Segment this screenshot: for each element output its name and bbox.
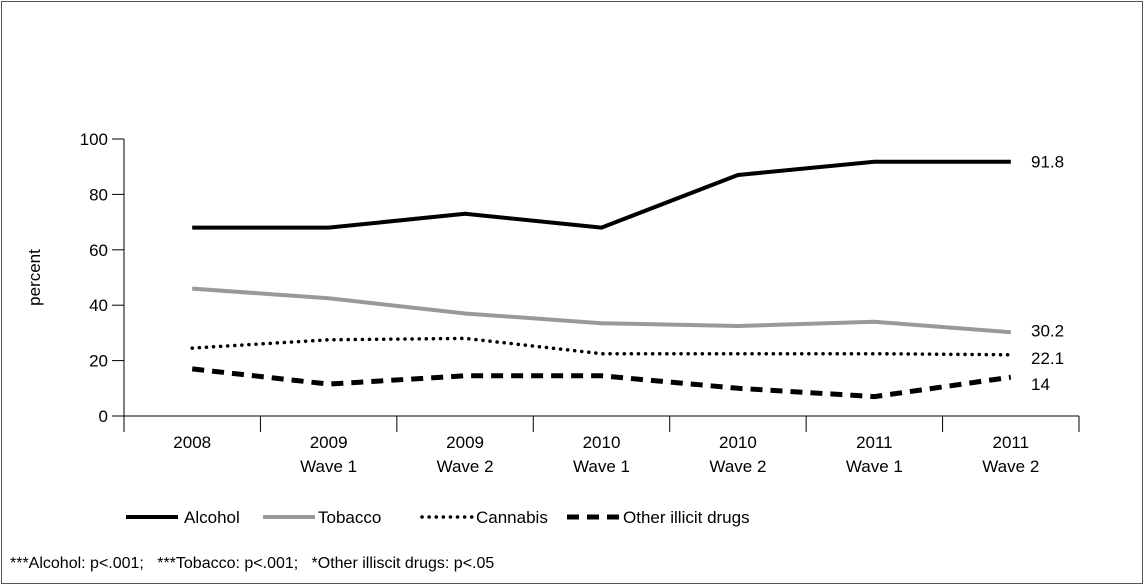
end-value-label: 30.2 bbox=[1031, 321, 1064, 340]
x-tick-label: Wave 1 bbox=[300, 457, 357, 476]
y-tick-label: 80 bbox=[89, 185, 108, 204]
x-tick-label: 2009 bbox=[310, 433, 348, 452]
y-tick-label: 20 bbox=[89, 352, 108, 371]
y-tick-label: 40 bbox=[89, 296, 108, 315]
x-tick-label: 2010 bbox=[583, 433, 621, 452]
y-tick-label: 60 bbox=[89, 241, 108, 260]
series-line-cannabis bbox=[190, 336, 1013, 357]
x-tick-label: 2009 bbox=[446, 433, 484, 452]
end-value-label: 22.1 bbox=[1031, 349, 1064, 368]
series-line-tobacco bbox=[192, 286, 1011, 335]
x-tick-label: Wave 1 bbox=[573, 457, 630, 476]
legend-label: Alcohol bbox=[184, 508, 240, 527]
legend-label: Tobacco bbox=[318, 508, 381, 527]
x-tick-label: 2011 bbox=[856, 433, 893, 452]
y-axis-label: percent bbox=[25, 249, 44, 306]
x-tick-label: 2011 bbox=[993, 433, 1030, 452]
series-line-other-illicit-drugs bbox=[191, 366, 1012, 400]
x-tick-label: Wave 2 bbox=[437, 457, 494, 476]
series-line-alcohol bbox=[192, 159, 1011, 230]
end-value-label: 14 bbox=[1031, 375, 1050, 394]
x-tick-label: Wave 1 bbox=[846, 457, 903, 476]
x-tick-label: Wave 2 bbox=[982, 457, 1039, 476]
legend-label: Cannabis bbox=[476, 508, 548, 527]
x-tick-label: 2008 bbox=[173, 433, 211, 452]
x-tick-label: 2010 bbox=[719, 433, 757, 452]
legend-label: Other illicit drugs bbox=[623, 508, 750, 527]
y-tick-label: 0 bbox=[99, 407, 108, 426]
y-tick-label: 100 bbox=[80, 130, 108, 149]
end-value-label: 91.8 bbox=[1031, 153, 1064, 172]
x-tick-label: Wave 2 bbox=[709, 457, 766, 476]
footnote: ***Alcohol: p<.001; ***Tobacco: p<.001; … bbox=[10, 555, 495, 572]
